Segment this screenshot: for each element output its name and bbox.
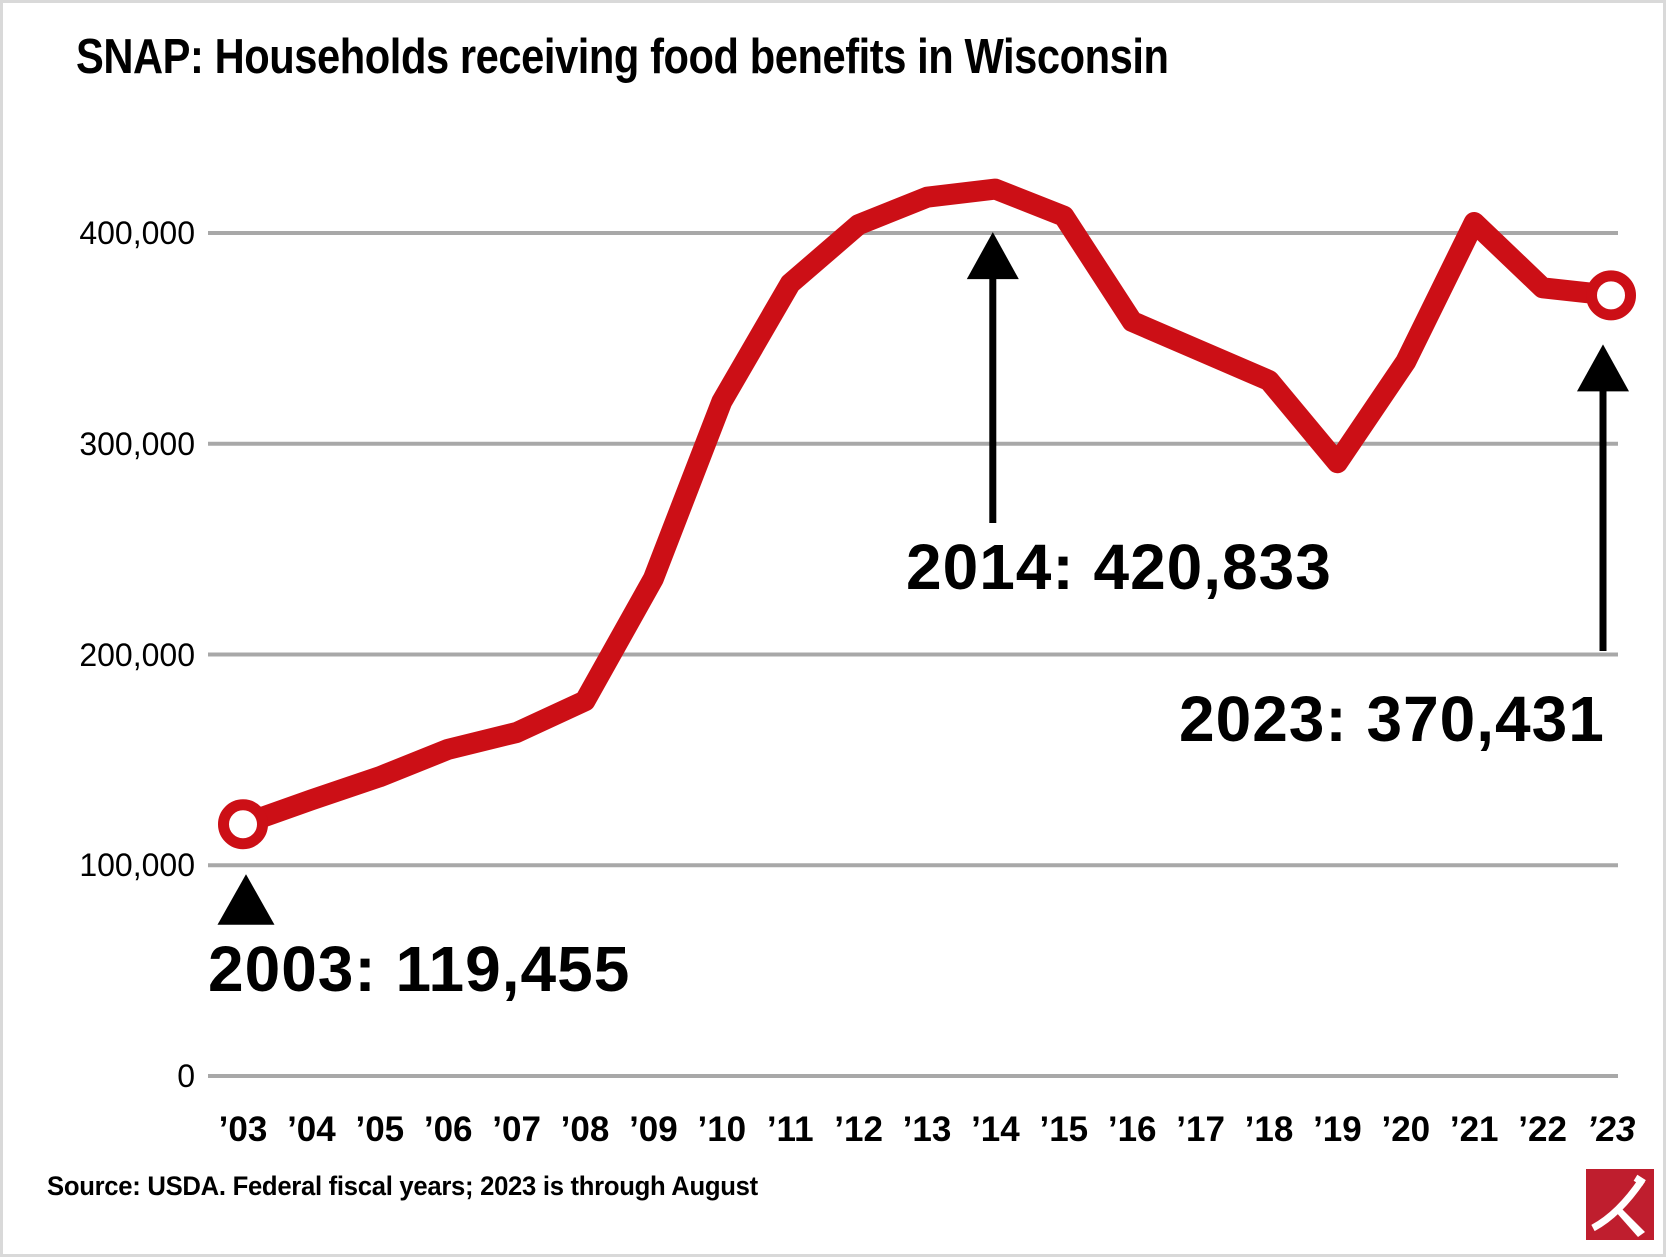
x-tick-label-2005: ’05 (355, 1110, 405, 1149)
x-tick-label-2006: ’06 (423, 1110, 473, 1149)
x-tick-label-2009: ’09 (629, 1110, 678, 1149)
annotation-2003: 2003: 119,455 (208, 933, 631, 1005)
x-tick-label-2011: ’11 (766, 1110, 814, 1149)
source-note: Source: USDA. Federal fiscal years; 2023… (47, 1171, 758, 1201)
y-tick-label-100000: 100,000 (79, 847, 195, 884)
pointer-arrowhead-2014 (966, 232, 1019, 280)
endpoint-marker-2023 (1586, 270, 1636, 321)
logo-pick-tip (1633, 1174, 1646, 1187)
x-tick-label-2008: ’08 (560, 1110, 610, 1149)
y-tick-label-400000: 400,000 (79, 215, 195, 251)
x-tick-label-2004: ’04 (287, 1110, 336, 1149)
x-tick-label-2018: ’18 (1244, 1110, 1294, 1149)
pickaxe-logo-icon (1586, 1169, 1654, 1240)
endpoint-marker-2003 (218, 799, 268, 850)
y-tick-label-200000: 200,000 (79, 636, 195, 673)
x-tick-label-2019: ’19 (1313, 1110, 1362, 1149)
pointer-arrowhead-2023 (1577, 344, 1629, 392)
x-tick-label-2020: ’20 (1381, 1110, 1431, 1149)
x-tick-label-2013: ’13 (902, 1110, 952, 1149)
x-tick-label-2012: ’12 (834, 1110, 883, 1149)
x-tick-label-2022: ’22 (1518, 1110, 1567, 1149)
x-tick-label-2016: ’16 (1107, 1110, 1157, 1149)
x-tick-label-2014: ’14 (971, 1110, 1020, 1149)
x-tick-label-2007: ’07 (492, 1110, 541, 1149)
x-tick-label-2003: ’03 (218, 1110, 268, 1149)
x-tick-label-2021: ’21 (1449, 1110, 1499, 1149)
logo-pick-handle (1615, 1206, 1645, 1237)
x-tick-label-2010: ’10 (697, 1110, 747, 1149)
y-tick-label-0: 0 (177, 1058, 195, 1094)
annotation-2014: 2014: 420,833 (906, 531, 1332, 603)
pointer-triangle-2003 (217, 874, 275, 925)
line-chart-canvas (208, 178, 1636, 1078)
series-line (239, 178, 1613, 835)
annotation-2023: 2023: 370,431 (1179, 683, 1605, 755)
chart-title: SNAP: Households receiving food benefits… (76, 30, 1169, 84)
x-tick-label-2023: ’23 (1586, 1110, 1636, 1149)
y-tick-label-300000: 300,000 (79, 425, 195, 462)
x-tick-label-2015: ’15 (1039, 1110, 1089, 1149)
x-tick-label-2017: ’17 (1176, 1110, 1225, 1149)
